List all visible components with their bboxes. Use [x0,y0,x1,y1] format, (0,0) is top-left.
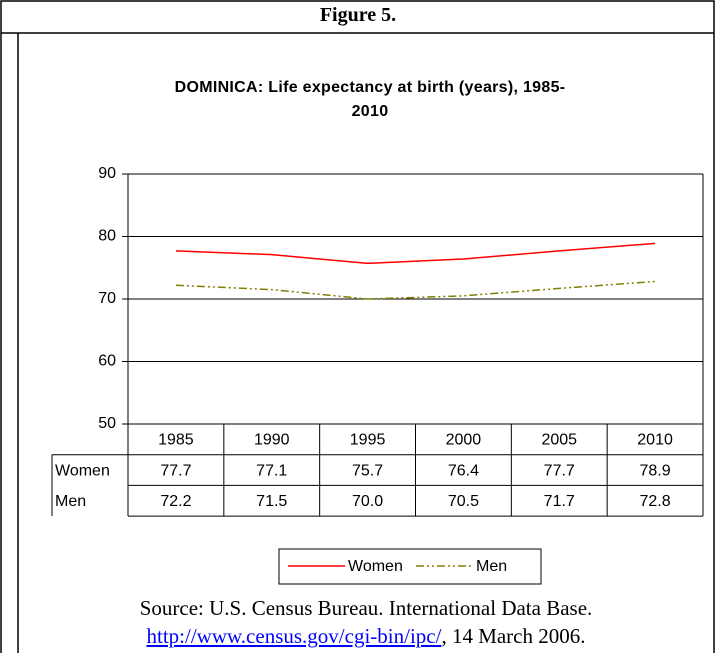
x-tick-label: 1995 [350,432,386,449]
table-row-label: Women [55,462,110,479]
table-value: 70.0 [352,493,383,510]
y-tick-label: 90 [98,165,116,182]
table-row-label: Men [55,493,86,510]
figure-title: Figure 5. [319,4,397,26]
x-tick-label: 2010 [637,432,673,449]
source-text: Source: U.S. Census Bureau. Internationa… [139,596,593,620]
table-value: 77.1 [256,462,287,479]
table-value: 75.7 [352,462,383,479]
series-line [175,242,656,265]
table-value: 70.5 [448,493,479,510]
y-tick-label: 60 [98,353,116,370]
table-value: 76.4 [448,462,479,479]
table-value: 71.5 [256,493,287,510]
legend-label: Women [348,558,403,575]
y-tick-label: 70 [98,290,116,307]
x-tick-label: 2005 [541,432,577,449]
source-date: , 14 March 2006. [441,624,586,648]
source-link[interactable]: http://www.census.gov/cgi-bin/ipc/ [146,624,442,648]
x-tick-label: 2000 [446,432,482,449]
x-tick-label: 1990 [254,432,290,449]
x-tick-label: 1985 [158,432,194,449]
table-value: 71.7 [544,493,575,510]
table-value: 72.8 [640,493,671,510]
table-value: 72.2 [160,493,191,510]
table-value: 77.7 [544,462,575,479]
legend-label: Men [476,558,507,575]
y-tick-label: 80 [98,228,116,245]
y-tick-label: 50 [98,415,116,432]
chart-title: DOMINICA: Life expectancy at birth (year… [174,79,566,120]
source-line: http://www.census.gov/cgi-bin/ipc/, 14 M… [18,624,714,649]
table-value: 77.7 [160,462,191,479]
series-line [175,280,656,300]
table-value: 78.9 [640,462,671,479]
